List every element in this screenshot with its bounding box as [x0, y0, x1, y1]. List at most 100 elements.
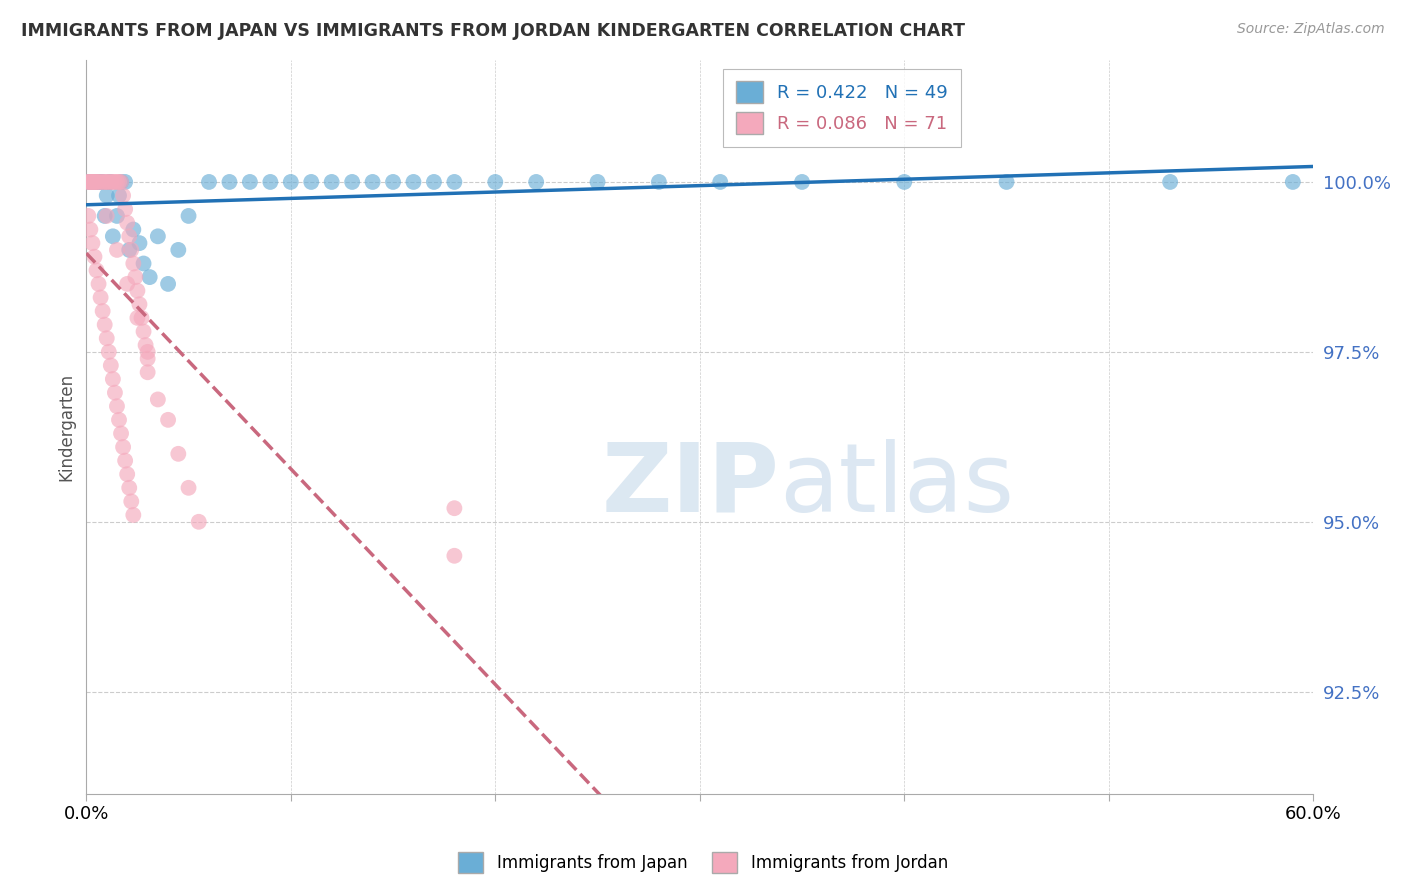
Point: [82, 175, 104, 189]
Point: [122, 222, 145, 236]
Point: [120, 243, 142, 257]
Point: [709, 175, 731, 189]
Point: [96, 331, 118, 345]
Point: [127, 310, 149, 325]
Point: [177, 209, 200, 223]
Point: [86, 175, 108, 189]
Point: [128, 236, 150, 251]
Point: [110, 175, 132, 189]
Point: [484, 175, 506, 189]
Point: [97, 175, 120, 189]
Point: [239, 175, 262, 189]
Point: [83, 175, 105, 189]
Point: [101, 229, 124, 244]
Point: [122, 508, 145, 522]
Point: [443, 175, 465, 189]
Point: [167, 447, 190, 461]
Point: [91, 175, 114, 189]
Point: [138, 270, 160, 285]
Point: [105, 243, 128, 257]
Point: [86, 175, 108, 189]
Point: [101, 175, 124, 189]
Point: [105, 399, 128, 413]
Point: [321, 175, 343, 189]
Point: [96, 209, 118, 223]
Point: [382, 175, 405, 189]
Point: [187, 515, 209, 529]
Point: [167, 243, 190, 257]
Point: [648, 175, 671, 189]
Point: [115, 216, 138, 230]
Point: [93, 318, 115, 332]
Point: [105, 175, 128, 189]
Point: [79, 175, 101, 189]
Point: [280, 175, 302, 189]
Point: [90, 291, 112, 305]
Point: [115, 277, 138, 291]
Point: [995, 175, 1018, 189]
Point: [157, 413, 180, 427]
Point: [93, 175, 115, 189]
Legend: Immigrants from Japan, Immigrants from Jordan: Immigrants from Japan, Immigrants from J…: [451, 846, 955, 880]
Point: [82, 236, 104, 251]
Point: [97, 175, 120, 189]
Point: [124, 270, 146, 285]
Point: [83, 175, 105, 189]
Point: [122, 256, 145, 270]
Point: [790, 175, 813, 189]
Point: [77, 175, 100, 189]
Point: [77, 175, 100, 189]
Point: [101, 372, 124, 386]
Point: [105, 209, 128, 223]
Point: [87, 175, 110, 189]
Point: [114, 453, 136, 467]
Point: [136, 344, 159, 359]
Point: [127, 284, 149, 298]
Point: [423, 175, 446, 189]
Point: [112, 440, 135, 454]
Point: [443, 549, 465, 563]
Point: [77, 209, 100, 223]
Point: [97, 344, 120, 359]
Text: IMMIGRANTS FROM JAPAN VS IMMIGRANTS FROM JORDAN KINDERGARTEN CORRELATION CHART: IMMIGRANTS FROM JAPAN VS IMMIGRANTS FROM…: [21, 22, 965, 40]
Point: [110, 175, 132, 189]
Point: [96, 188, 118, 202]
Point: [1159, 175, 1181, 189]
Point: [128, 297, 150, 311]
Point: [104, 175, 127, 189]
Legend: R = 0.422   N = 49, R = 0.086   N = 71: R = 0.422 N = 49, R = 0.086 N = 71: [723, 69, 960, 147]
Point: [108, 175, 131, 189]
Point: [110, 426, 132, 441]
Point: [586, 175, 609, 189]
Point: [218, 175, 240, 189]
Point: [114, 202, 136, 216]
Point: [108, 188, 131, 202]
Point: [79, 175, 101, 189]
Point: [340, 175, 363, 189]
Point: [82, 175, 104, 189]
Point: [177, 481, 200, 495]
Point: [77, 175, 100, 189]
Point: [93, 209, 115, 223]
Point: [443, 501, 465, 516]
Point: [100, 359, 122, 373]
Point: [82, 175, 104, 189]
Point: [100, 175, 122, 189]
Point: [112, 188, 135, 202]
Point: [132, 256, 155, 270]
Point: [86, 175, 108, 189]
Point: [79, 175, 101, 189]
Point: [146, 229, 169, 244]
Point: [86, 263, 108, 277]
Point: [524, 175, 547, 189]
Point: [198, 175, 221, 189]
Point: [361, 175, 384, 189]
Point: [120, 494, 142, 508]
Point: [87, 175, 110, 189]
Point: [79, 222, 101, 236]
Point: [299, 175, 322, 189]
Point: [90, 175, 112, 189]
Point: [83, 250, 105, 264]
Point: [115, 467, 138, 482]
Point: [118, 229, 141, 244]
